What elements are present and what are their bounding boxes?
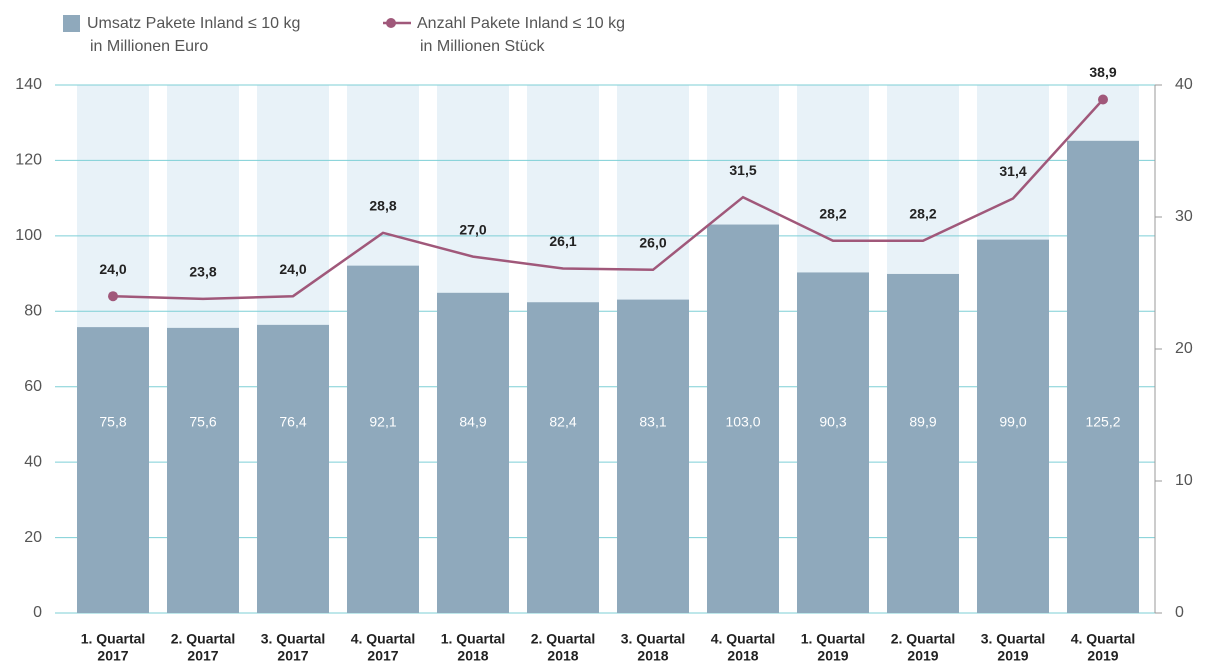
legend-marker — [386, 18, 396, 28]
line — [112, 98, 1104, 301]
x-tick-label: 2018 — [727, 648, 758, 664]
line-label: 24,0 — [99, 261, 126, 277]
bar-label: 125,2 — [1085, 414, 1120, 430]
bar-label: 89,9 — [909, 414, 936, 430]
line-label: 28,2 — [909, 205, 936, 221]
bar — [347, 265, 419, 613]
bar — [167, 327, 239, 613]
x-tick-label: 2. Quartal — [171, 631, 236, 647]
line-label: 27,0 — [459, 221, 486, 237]
x-tick-label: 2017 — [367, 648, 398, 664]
y-tick-label: 100 — [15, 227, 42, 244]
bar — [1067, 140, 1139, 613]
bar — [797, 272, 869, 613]
marker — [108, 291, 118, 302]
marker — [1098, 94, 1108, 105]
line-label: 24,0 — [279, 261, 306, 277]
legend-label: in Millionen Stück — [420, 38, 546, 55]
bar-label: 76,4 — [279, 414, 306, 430]
x-tick-label: 3. Quartal — [981, 631, 1046, 647]
x-tick-label: 3. Quartal — [621, 631, 686, 647]
y-tick-label: 120 — [15, 152, 42, 169]
y2-tick-label: 40 — [1175, 76, 1193, 93]
x-tick-label: 1. Quartal — [801, 631, 866, 647]
bar — [977, 239, 1049, 613]
x-tick-label: 4. Quartal — [351, 631, 416, 647]
x-tick-label: 2018 — [637, 648, 668, 664]
bar — [887, 273, 959, 613]
bar — [77, 327, 149, 613]
bar-label: 92,1 — [369, 414, 396, 430]
bar-label: 75,8 — [99, 414, 126, 430]
bar — [437, 292, 509, 613]
y2-tick-label: 0 — [1175, 604, 1184, 621]
y-tick-label: 20 — [24, 529, 42, 546]
x-tick-label: 2017 — [97, 648, 128, 664]
x-tick-label: 2019 — [997, 648, 1028, 664]
line-label: 23,8 — [189, 264, 216, 280]
y2-tick-label: 20 — [1175, 340, 1193, 357]
bar-label: 103,0 — [725, 414, 760, 430]
y-tick-label: 0 — [33, 604, 42, 621]
line-label: 31,5 — [729, 162, 756, 178]
x-tick-label: 2. Quartal — [531, 631, 596, 647]
bar — [617, 299, 689, 613]
x-tick-label: 4. Quartal — [711, 631, 776, 647]
x-tick-label: 3. Quartal — [261, 631, 326, 647]
line-label: 28,2 — [819, 205, 846, 221]
line-label: 28,8 — [369, 198, 396, 214]
bar-label: 90,3 — [819, 414, 846, 430]
y-tick-label: 80 — [24, 303, 42, 320]
x-tick-label: 2019 — [817, 648, 848, 664]
x-tick-label: 2017 — [187, 648, 218, 664]
x-tick-label: 2017 — [277, 648, 308, 664]
legend-label: Umsatz Pakete Inland ≤ 10 kg — [87, 15, 300, 32]
bar-label: 99,0 — [999, 414, 1026, 430]
bar-label: 82,4 — [549, 414, 576, 430]
x-tick-label: 2. Quartal — [891, 631, 956, 647]
line-label: 31,4 — [999, 163, 1026, 179]
bar — [257, 324, 329, 613]
x-tick-label: 2018 — [457, 648, 488, 664]
line-label: 38,9 — [1089, 64, 1116, 80]
x-tick-label: 4. Quartal — [1071, 631, 1136, 647]
bar-label: 75,6 — [189, 414, 216, 430]
x-tick-label: 2018 — [547, 648, 578, 664]
legend-label: in Millionen Euro — [90, 38, 208, 55]
y2-tick-label: 10 — [1175, 472, 1193, 489]
x-tick-label: 1. Quartal — [441, 631, 506, 647]
bar-label: 84,9 — [459, 414, 486, 430]
line-label: 26,0 — [639, 235, 666, 251]
x-tick-label: 2019 — [1087, 648, 1118, 664]
y-tick-label: 140 — [15, 76, 42, 93]
x-tick-label: 2019 — [907, 648, 938, 664]
legend-label: Anzahl Pakete Inland ≤ 10 kg — [417, 15, 625, 32]
bar — [707, 224, 779, 614]
bar — [527, 302, 599, 613]
x-tick-label: 1. Quartal — [81, 631, 146, 647]
y-tick-label: 60 — [24, 378, 42, 395]
line-label: 26,1 — [549, 233, 576, 249]
y-tick-label: 40 — [24, 453, 42, 470]
bar-label: 83,1 — [639, 414, 666, 430]
legend-swatch — [63, 15, 80, 32]
y2-tick-label: 30 — [1175, 208, 1193, 225]
